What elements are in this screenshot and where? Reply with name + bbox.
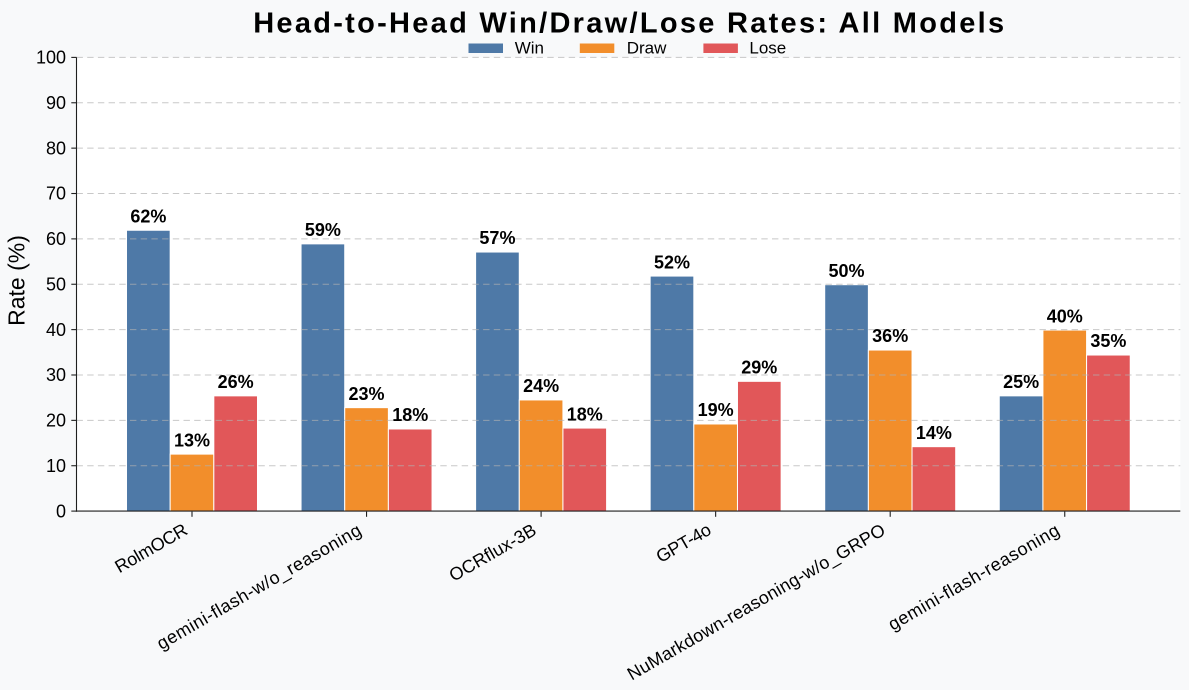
svg-text:80: 80: [46, 138, 66, 158]
svg-text:13%: 13%: [174, 430, 210, 450]
svg-text:24%: 24%: [523, 376, 559, 396]
svg-text:40%: 40%: [1047, 306, 1083, 326]
svg-text:59%: 59%: [305, 220, 341, 240]
svg-text:70: 70: [46, 184, 66, 204]
svg-text:29%: 29%: [741, 358, 777, 378]
svg-text:35%: 35%: [1090, 331, 1126, 351]
svg-text:Rate (%): Rate (%): [4, 235, 30, 326]
svg-text:60: 60: [46, 229, 66, 249]
svg-text:36%: 36%: [872, 326, 908, 346]
svg-text:19%: 19%: [698, 400, 734, 420]
svg-text:Draw: Draw: [627, 39, 667, 58]
svg-text:Lose: Lose: [749, 39, 786, 58]
svg-text:25%: 25%: [1003, 372, 1039, 392]
svg-text:26%: 26%: [218, 372, 254, 392]
svg-text:52%: 52%: [654, 252, 690, 272]
svg-text:18%: 18%: [392, 405, 428, 425]
svg-text:18%: 18%: [567, 404, 603, 424]
svg-text:30: 30: [46, 365, 66, 385]
svg-text:50: 50: [46, 274, 66, 294]
svg-text:20: 20: [46, 411, 66, 431]
svg-text:40: 40: [46, 320, 66, 340]
svg-text:100: 100: [36, 48, 66, 68]
svg-text:Win: Win: [515, 39, 544, 58]
svg-text:23%: 23%: [349, 384, 385, 404]
svg-text:90: 90: [46, 93, 66, 113]
svg-text:50%: 50%: [829, 261, 865, 281]
svg-text:10: 10: [46, 456, 66, 476]
svg-text:62%: 62%: [130, 206, 166, 226]
svg-text:57%: 57%: [479, 228, 515, 248]
svg-text:0: 0: [56, 501, 66, 521]
svg-text:14%: 14%: [916, 423, 952, 443]
svg-text:Head-to-Head Win/Draw/Lose Rat: Head-to-Head Win/Draw/Lose Rates: All Mo…: [253, 7, 1006, 39]
